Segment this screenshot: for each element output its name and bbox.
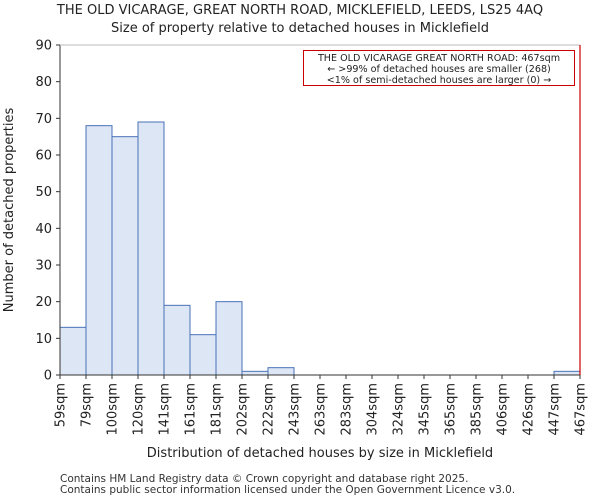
chart-title: THE OLD VICARAGE, GREAT NORTH ROAD, MICK… xyxy=(56,3,544,18)
x-tick-label: 345sqm xyxy=(418,383,433,436)
annotation-line-1: THE OLD VICARAGE GREAT NORTH ROAD: 467sq… xyxy=(317,53,561,64)
annotation-line-3: <1% of semi-detached houses are larger (… xyxy=(326,75,552,86)
y-tick-label: 70 xyxy=(35,112,52,127)
x-axis-title: Distribution of detached houses by size … xyxy=(147,446,493,461)
histogram-bar xyxy=(111,136,139,376)
x-tick-label: 181sqm xyxy=(210,383,225,436)
y-tick-label: 0 xyxy=(44,369,52,384)
x-tick-label: 426sqm xyxy=(522,383,537,436)
x-tick-label: 59sqm xyxy=(54,383,69,427)
property-annotation-box: THE OLD VICARAGE GREAT NORTH ROAD: 467sq… xyxy=(303,50,575,86)
y-tick-label: 60 xyxy=(35,149,52,164)
x-tick-label: 283sqm xyxy=(340,383,355,436)
x-tick-label: 263sqm xyxy=(314,383,329,436)
y-tick-label: 40 xyxy=(35,222,52,237)
x-tick-label: 467sqm xyxy=(574,383,589,436)
x-tick-label: 222sqm xyxy=(262,383,277,436)
histogram-bar xyxy=(137,121,165,376)
x-tick-label: 304sqm xyxy=(366,383,381,436)
x-tick-label: 406sqm xyxy=(496,383,511,436)
y-axis-title: Number of detached properties xyxy=(2,108,17,313)
histogram-bar xyxy=(553,370,581,376)
x-tick-label: 385sqm xyxy=(470,383,485,436)
x-tick-label: 120sqm xyxy=(132,383,147,436)
histogram-bar xyxy=(215,301,243,376)
footer-copyright: Contains HM Land Registry data © Crown c… xyxy=(60,473,469,485)
histogram-bar xyxy=(241,370,269,376)
y-tick-label: 30 xyxy=(35,259,52,274)
histogram-bar xyxy=(163,304,191,376)
x-tick-label: 79sqm xyxy=(80,383,95,427)
x-tick-label: 447sqm xyxy=(548,383,563,436)
footer-licence: Contains public sector information licen… xyxy=(60,484,516,496)
x-tick-label: 100sqm xyxy=(106,383,121,436)
histogram-bar xyxy=(85,125,113,376)
x-tick-label: 324sqm xyxy=(392,383,407,436)
x-tick-label: 243sqm xyxy=(288,383,303,436)
x-tick-label: 365sqm xyxy=(444,383,459,436)
y-tick-label: 20 xyxy=(35,295,52,310)
y-tick-label: 50 xyxy=(35,185,52,200)
y-tick-label: 10 xyxy=(35,332,52,347)
y-tick-label: 80 xyxy=(35,75,52,90)
y-tick-label: 90 xyxy=(35,39,52,54)
x-tick-label: 141sqm xyxy=(158,383,173,436)
histogram-bar xyxy=(267,367,295,376)
chart-subtitle: Size of property relative to detached ho… xyxy=(111,21,489,36)
x-tick-label: 161sqm xyxy=(184,383,199,436)
histogram-bar xyxy=(189,334,217,376)
annotation-line-2: ← >99% of detached houses are smaller (2… xyxy=(327,64,551,75)
histogram-bar xyxy=(59,326,87,376)
x-tick-label: 202sqm xyxy=(236,383,251,436)
